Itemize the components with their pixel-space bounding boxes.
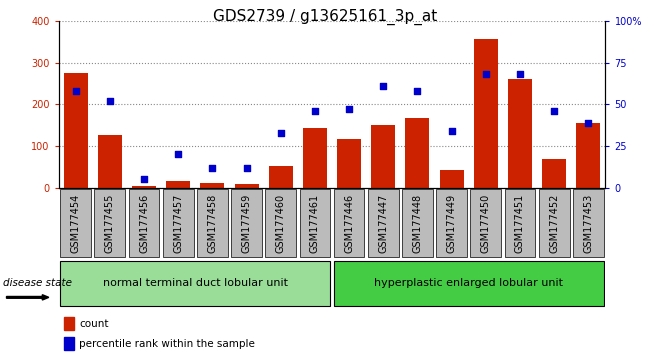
Point bbox=[139, 177, 149, 182]
FancyBboxPatch shape bbox=[573, 189, 603, 257]
FancyBboxPatch shape bbox=[505, 189, 535, 257]
FancyBboxPatch shape bbox=[334, 261, 603, 306]
Bar bbox=[64, 337, 74, 350]
Text: GSM177459: GSM177459 bbox=[242, 193, 251, 253]
Point bbox=[242, 165, 252, 171]
Bar bbox=[64, 317, 74, 330]
Text: GSM177457: GSM177457 bbox=[173, 193, 183, 253]
Text: GSM177454: GSM177454 bbox=[71, 193, 81, 253]
Bar bbox=[371, 125, 395, 188]
Point bbox=[583, 120, 594, 126]
FancyBboxPatch shape bbox=[94, 189, 125, 257]
Point bbox=[173, 152, 184, 157]
FancyBboxPatch shape bbox=[231, 189, 262, 257]
FancyBboxPatch shape bbox=[266, 189, 296, 257]
FancyBboxPatch shape bbox=[436, 189, 467, 257]
Point bbox=[310, 108, 320, 114]
Bar bbox=[508, 79, 532, 188]
Point bbox=[105, 98, 115, 104]
Point bbox=[549, 108, 559, 114]
FancyBboxPatch shape bbox=[368, 189, 398, 257]
Text: GSM177449: GSM177449 bbox=[447, 193, 456, 253]
Text: GSM177447: GSM177447 bbox=[378, 193, 388, 253]
Bar bbox=[303, 128, 327, 188]
FancyBboxPatch shape bbox=[299, 189, 330, 257]
Text: hyperplastic enlarged lobular unit: hyperplastic enlarged lobular unit bbox=[374, 278, 563, 288]
Point bbox=[207, 165, 217, 171]
Text: disease state: disease state bbox=[3, 278, 72, 288]
Text: GDS2739 / g13625161_3p_at: GDS2739 / g13625161_3p_at bbox=[214, 9, 437, 25]
FancyBboxPatch shape bbox=[402, 189, 433, 257]
Text: GSM177456: GSM177456 bbox=[139, 193, 149, 253]
Bar bbox=[166, 181, 190, 188]
Text: count: count bbox=[79, 319, 109, 329]
Text: GSM177452: GSM177452 bbox=[549, 193, 559, 253]
Text: GSM177451: GSM177451 bbox=[515, 193, 525, 253]
Point bbox=[447, 128, 457, 134]
Point bbox=[480, 72, 491, 77]
Bar bbox=[98, 135, 122, 188]
Point bbox=[275, 130, 286, 136]
Bar bbox=[234, 184, 258, 188]
Bar bbox=[201, 183, 225, 188]
Bar bbox=[474, 39, 498, 188]
Bar bbox=[132, 186, 156, 188]
Point bbox=[515, 72, 525, 77]
Text: GSM177460: GSM177460 bbox=[276, 193, 286, 253]
FancyBboxPatch shape bbox=[61, 261, 330, 306]
FancyBboxPatch shape bbox=[539, 189, 570, 257]
Text: GSM177458: GSM177458 bbox=[208, 193, 217, 253]
Text: percentile rank within the sample: percentile rank within the sample bbox=[79, 339, 255, 349]
Point bbox=[344, 107, 354, 112]
Text: GSM177455: GSM177455 bbox=[105, 193, 115, 253]
Text: GSM177453: GSM177453 bbox=[583, 193, 593, 253]
Point bbox=[378, 83, 389, 89]
FancyBboxPatch shape bbox=[163, 189, 193, 257]
FancyBboxPatch shape bbox=[334, 189, 365, 257]
Bar bbox=[576, 123, 600, 188]
Bar bbox=[406, 118, 430, 188]
Bar bbox=[542, 159, 566, 188]
Bar bbox=[269, 166, 293, 188]
Bar bbox=[337, 139, 361, 188]
Text: GSM177446: GSM177446 bbox=[344, 193, 354, 253]
Text: normal terminal duct lobular unit: normal terminal duct lobular unit bbox=[103, 278, 288, 288]
FancyBboxPatch shape bbox=[471, 189, 501, 257]
Bar bbox=[439, 170, 464, 188]
Text: GSM177450: GSM177450 bbox=[481, 193, 491, 253]
FancyBboxPatch shape bbox=[197, 189, 228, 257]
FancyBboxPatch shape bbox=[61, 189, 91, 257]
Bar bbox=[64, 73, 88, 188]
FancyBboxPatch shape bbox=[129, 189, 159, 257]
Text: GSM177448: GSM177448 bbox=[413, 193, 422, 253]
Point bbox=[412, 88, 422, 94]
Text: GSM177461: GSM177461 bbox=[310, 193, 320, 253]
Point bbox=[70, 88, 81, 94]
